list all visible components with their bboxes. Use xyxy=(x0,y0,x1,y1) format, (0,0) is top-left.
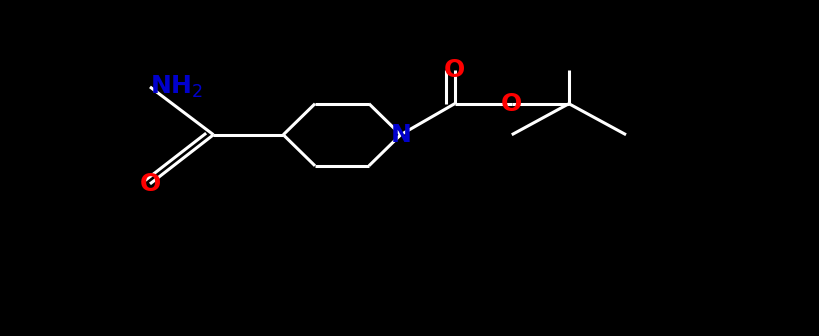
Text: O: O xyxy=(444,58,465,82)
Text: O: O xyxy=(501,92,523,116)
Text: N: N xyxy=(391,123,411,147)
Text: NH$_2$: NH$_2$ xyxy=(150,74,203,100)
Text: O: O xyxy=(139,172,161,196)
